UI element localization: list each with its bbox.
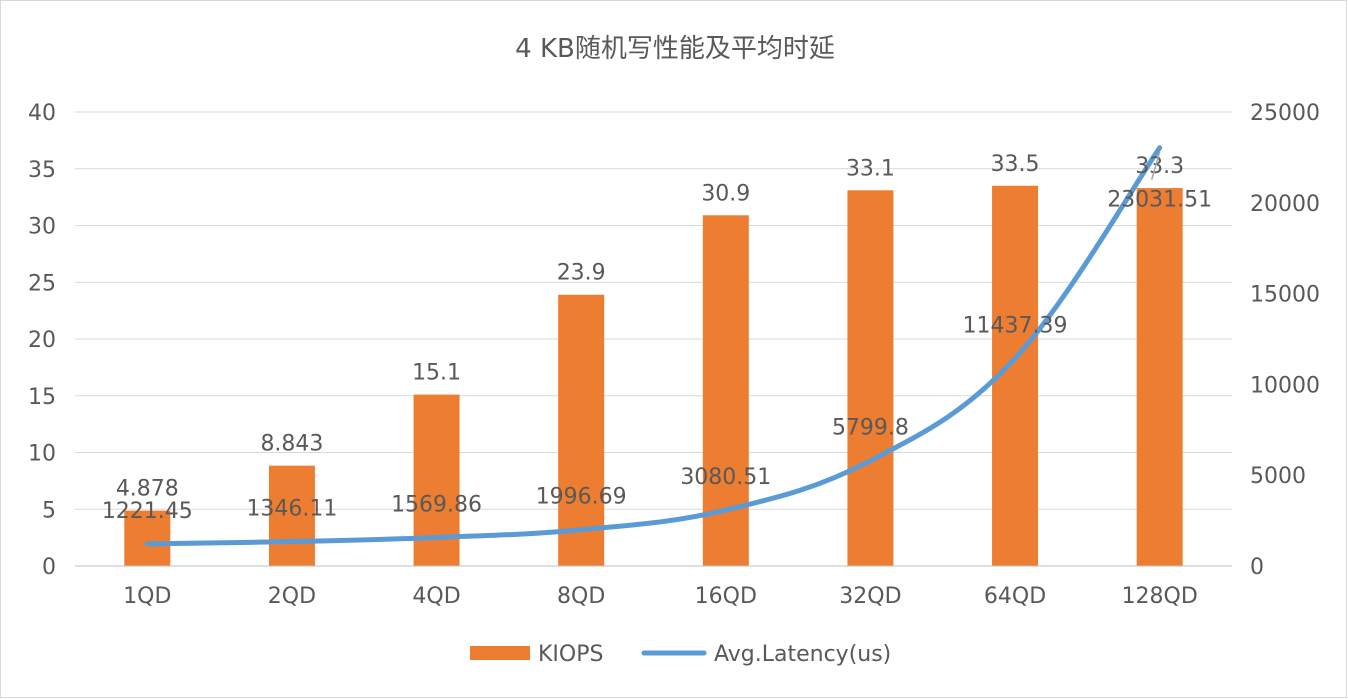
right-axis-tick-label: 20000 [1250, 192, 1320, 217]
latency-line [144, 145, 1163, 547]
right-axis-tick-label: 0 [1250, 555, 1264, 580]
x-axis-tick-label: 2QD [268, 584, 316, 609]
kiops-bar [558, 294, 605, 566]
x-axis-tick-label: 8QD [557, 584, 605, 609]
latency-data-label: 1346.11 [246, 497, 337, 522]
kiops-bar [268, 465, 315, 566]
kiops-bar [847, 190, 894, 566]
legend-kiops-swatch [470, 646, 530, 660]
latency-data-label: 23031.51 [1107, 188, 1212, 213]
latency-data-label: 1996.69 [536, 485, 627, 510]
kiops-data-label: 15.1 [412, 361, 461, 386]
kiops-data-label: 33.1 [846, 156, 895, 181]
right-axis-tick-label: 15000 [1250, 283, 1320, 308]
x-axis: 1QD 2QD 4QD 8QD 16QD 32QD 64QD 128QD [75, 565, 1232, 609]
chart-title: 4 KB随机写性能及平均时延 [515, 34, 835, 64]
right-axis-tick-label: 5000 [1250, 464, 1306, 489]
latency-data-labels: 1221.45 1346.11 1569.86 1996.69 3080.51 5799.… [102, 151, 1212, 524]
x-axis-tick-label: 32QD [839, 584, 901, 609]
x-axis-tick-label: 128QD [1122, 584, 1198, 609]
left-axis-tick-label: 5 [42, 498, 56, 523]
latency-data-label: 3080.51 [680, 465, 771, 490]
latency-data-label: 11437.39 [963, 313, 1068, 338]
x-axis-tick-label: 4QD [412, 584, 460, 609]
legend: KIOPS Avg.Latency(us) [470, 642, 891, 667]
kiops-data-label: 33.5 [991, 152, 1040, 177]
left-axis-tick-label: 15 [28, 385, 56, 410]
right-axis: 0 5000 10000 15000 20000 25000 [1250, 101, 1320, 580]
gridlines [75, 111, 1232, 510]
latency-data-label: 1569.86 [391, 492, 482, 517]
x-axis-tick-label: 64QD [984, 584, 1046, 609]
x-axis-tick-label: 1QD [123, 584, 171, 609]
kiops-data-label: 8.843 [260, 432, 323, 457]
right-axis-tick-label: 10000 [1250, 373, 1320, 398]
left-axis-tick-label: 0 [42, 555, 56, 580]
kiops-bar [1136, 188, 1183, 567]
kiops-data-label: 4.878 [116, 477, 179, 502]
latency-data-label: 1221.45 [102, 499, 193, 524]
kiops-data-label: 33.3 [1135, 154, 1184, 179]
left-axis: 0 5 10 15 20 25 30 35 40 [28, 101, 56, 580]
kiops-data-labels: 4.878 8.843 15.1 23.9 30.9 33.1 33.5 33.3 [116, 152, 1184, 502]
left-axis-tick-label: 40 [28, 101, 56, 126]
kiops-data-label: 30.9 [701, 181, 750, 206]
left-axis-tick-label: 35 [28, 158, 56, 183]
legend-kiops-label: KIOPS [538, 642, 603, 667]
left-axis-tick-label: 10 [28, 442, 56, 467]
left-axis-tick-label: 30 [28, 215, 56, 240]
kiops-data-label: 23.9 [557, 261, 606, 286]
legend-latency-label: Avg.Latency(us) [714, 642, 891, 667]
latency-label-leader-line [1150, 151, 1161, 180]
left-axis-tick-label: 25 [28, 271, 56, 296]
left-axis-tick-label: 20 [28, 328, 56, 353]
latency-data-label: 5799.8 [832, 416, 909, 441]
latency-line-path [144, 145, 1163, 547]
right-axis-tick-label: 25000 [1250, 101, 1320, 126]
kiops-bar [124, 510, 171, 566]
x-axis-tick-label: 16QD [695, 584, 757, 609]
